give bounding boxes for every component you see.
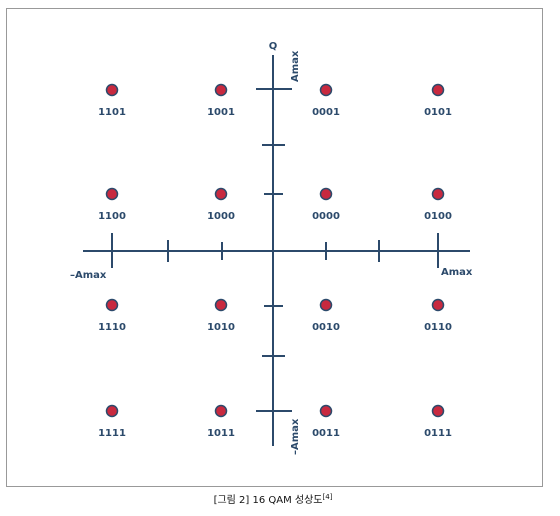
constellation-point [319, 83, 333, 97]
point-label: 0101 [424, 107, 452, 118]
point-label: 1101 [98, 107, 126, 118]
constellation-point [319, 298, 333, 312]
q-label: Q [269, 41, 278, 52]
point-label: 0011 [312, 428, 340, 439]
constellation-point [105, 187, 119, 201]
frame [6, 8, 543, 487]
constellation-point [105, 404, 119, 418]
point-label: 1111 [98, 428, 126, 439]
constellation-point [214, 187, 228, 201]
constellation-point [431, 83, 445, 97]
axes [83, 55, 470, 446]
point-label: 0000 [312, 211, 340, 222]
point-label: 0001 [312, 107, 340, 118]
constellation-point [319, 187, 333, 201]
constellation-point [431, 187, 445, 201]
constellation-point [214, 83, 228, 97]
point-label: 1100 [98, 211, 126, 222]
constellation-point [431, 298, 445, 312]
constellation-point [431, 404, 445, 418]
point-label: 1010 [207, 322, 235, 333]
constellation-point [105, 298, 119, 312]
q-pos-label: Amax [290, 50, 301, 82]
caption-text: [그림 2] 16 QAM 성상도 [214, 494, 323, 506]
constellation-point [319, 404, 333, 418]
q-neg-label: –Amax [290, 418, 301, 455]
constellation-point [105, 83, 119, 97]
point-label: 1000 [207, 211, 235, 222]
point-label: 0110 [424, 322, 452, 333]
constellation: 1101 1001 0001 0101 1100 1000 0000 0100 1110 1010… [98, 83, 452, 439]
caption-ref: [4] [323, 493, 333, 501]
point-label: 0111 [424, 428, 452, 439]
point-label: 1011 [207, 428, 235, 439]
caption: [그림 2] 16 QAM 성상도[4] [214, 493, 333, 506]
point-label: 0010 [312, 322, 340, 333]
constellation-point [214, 404, 228, 418]
point-label: 1001 [207, 107, 235, 118]
constellation-point [214, 298, 228, 312]
point-label: 1110 [98, 322, 126, 333]
point-label: 0100 [424, 211, 452, 222]
i-neg-label: –Amax [70, 270, 107, 281]
i-pos-label: Amax [441, 267, 473, 278]
